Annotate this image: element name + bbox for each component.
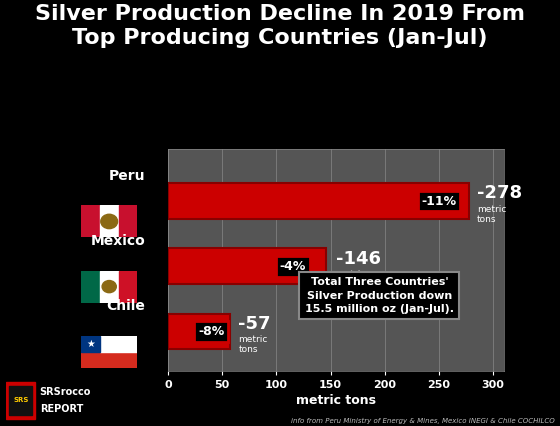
Bar bbox=[81, 336, 100, 352]
Bar bbox=[9, 386, 32, 415]
Bar bbox=[6, 383, 35, 418]
Bar bbox=[119, 271, 137, 302]
Text: Total Three Countries'
Silver Production down
15.5 million oz (Jan-Jul).: Total Three Countries' Silver Production… bbox=[305, 277, 454, 314]
Text: ★: ★ bbox=[86, 339, 95, 349]
Text: tons: tons bbox=[239, 345, 258, 354]
Bar bbox=[168, 314, 230, 349]
Text: -278: -278 bbox=[477, 184, 522, 202]
Text: SRS: SRS bbox=[14, 397, 29, 403]
Text: tons: tons bbox=[477, 215, 496, 224]
Text: Silver Production Decline In 2019 From
Top Producing Countries (Jan-Jul): Silver Production Decline In 2019 From T… bbox=[35, 4, 525, 48]
Bar bbox=[168, 248, 326, 284]
Bar bbox=[81, 352, 137, 368]
Text: -146: -146 bbox=[336, 250, 381, 268]
Text: metric: metric bbox=[336, 270, 365, 279]
Bar bbox=[119, 205, 137, 237]
Text: Mexico: Mexico bbox=[91, 234, 146, 248]
Text: Peru: Peru bbox=[109, 169, 146, 183]
Bar bbox=[168, 183, 469, 219]
Circle shape bbox=[102, 281, 116, 293]
Circle shape bbox=[101, 214, 118, 229]
Text: metric: metric bbox=[477, 204, 506, 213]
Text: tons: tons bbox=[336, 280, 356, 289]
Text: -4%: -4% bbox=[279, 260, 306, 273]
Bar bbox=[100, 336, 137, 352]
Text: SRSrocco: SRSrocco bbox=[40, 387, 91, 397]
Text: REPORT: REPORT bbox=[40, 404, 83, 414]
Text: -11%: -11% bbox=[422, 195, 456, 208]
Bar bbox=[100, 271, 119, 302]
Text: metric: metric bbox=[239, 335, 268, 344]
Text: Chile: Chile bbox=[107, 299, 146, 313]
Text: info from Peru Ministry of Energy & Mines, Mexico INEGI & Chile COCHILCO: info from Peru Ministry of Energy & Mine… bbox=[291, 418, 554, 424]
Text: -8%: -8% bbox=[198, 325, 225, 338]
Text: -57: -57 bbox=[239, 315, 271, 333]
Bar bbox=[81, 205, 100, 237]
X-axis label: metric tons: metric tons bbox=[296, 394, 376, 407]
Bar bbox=[81, 271, 100, 302]
Bar bbox=[100, 205, 119, 237]
